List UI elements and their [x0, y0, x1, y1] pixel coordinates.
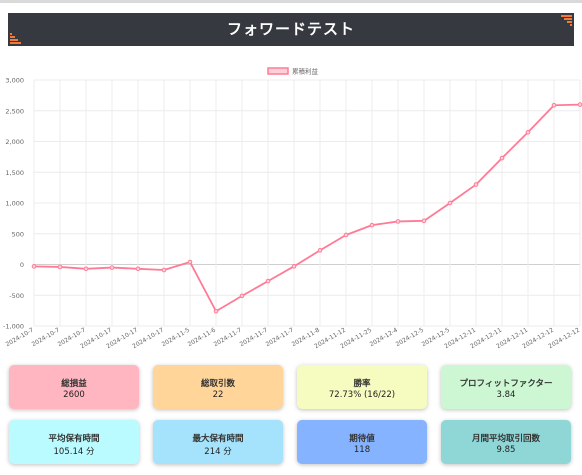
stat-value: 22: [212, 390, 224, 400]
stat-label: プロフィットファクター: [459, 379, 553, 389]
y-tick-label: -500: [9, 292, 24, 300]
x-tick-label: 2024-12-4: [369, 327, 400, 349]
data-point: [239, 293, 245, 299]
stat-card-total-profit: 総損益 2600: [9, 365, 139, 409]
stat-card-win-rate: 勝率 72.73% (16/22): [297, 365, 427, 409]
stat-card-total-trades: 総取引数 22: [153, 365, 283, 409]
legend-swatch: [267, 67, 289, 75]
stat-label: 月間平均取引回数: [471, 434, 540, 444]
data-point: [57, 264, 63, 270]
legend-label: 累積利益: [292, 67, 319, 76]
y-tick-label: 1,000: [5, 200, 24, 208]
stat-value: 2600: [63, 390, 85, 400]
data-point: [577, 102, 582, 107]
top-border: [0, 0, 582, 3]
page-header: フォワードテスト: [8, 13, 574, 46]
line-chart-svg: -1,000 -500 0 500 1,000 1,500 2,000 2,500 3,000 2…: [3, 67, 582, 350]
profit-chart: -1,000 -500 0 500 1,000 1,500 2,000 2,500 3,000 2…: [0, 60, 582, 355]
stat-card-max-holding-time: 最大保有時間 214 分: [153, 420, 283, 464]
x-tick-label: 2024-12-5: [395, 327, 426, 349]
y-tick-label: -1,000: [3, 323, 24, 331]
data-point: [421, 218, 427, 224]
corner-stripes-icon: [10, 33, 21, 44]
data-point: [109, 265, 115, 270]
data-point: [291, 264, 297, 269]
data-point: [395, 219, 401, 224]
y-tick-label: 0: [20, 261, 24, 269]
stat-value: 72.73% (16/22): [328, 390, 396, 400]
stat-label: 平均保有時間: [48, 434, 100, 444]
data-point: [187, 259, 193, 265]
data-point: [551, 102, 557, 108]
data-point: [447, 200, 453, 206]
corner-stripes-icon: [561, 15, 572, 26]
data-point: [343, 232, 349, 238]
x-tick-label: 2024-11-7: [265, 327, 296, 349]
y-tick-label: 3,000: [5, 77, 24, 85]
stat-card-expected-value: 期待値 118: [297, 420, 427, 464]
stat-card-avg-holding-time: 平均保有時間 105.14 分: [9, 420, 139, 464]
stat-card-profit-factor: プロフィットファクター 3.84: [441, 365, 571, 409]
stat-label: 最大保有時間: [192, 434, 244, 444]
x-tick-label: 2024-11-5: [161, 327, 192, 349]
data-point: [213, 308, 219, 314]
data-point: [473, 182, 479, 187]
stat-card-monthly-avg-trades: 月間平均取引回数 9.85: [441, 420, 571, 464]
stat-value: 3.84: [496, 390, 516, 400]
data-point: [525, 129, 531, 135]
y-tick-label: 2,000: [5, 138, 24, 146]
data-point: [31, 264, 37, 269]
stat-label: 期待値: [349, 434, 375, 444]
y-tick-label: 2,500: [5, 107, 24, 115]
x-tick-label: 2024-11-7: [213, 327, 244, 349]
x-tick-label: 2024-10-7: [31, 327, 62, 349]
y-tick-label: 1,500: [5, 169, 24, 177]
x-tick-label: 2024-11-6: [187, 327, 218, 349]
data-point: [265, 278, 271, 284]
stat-value: 9.85: [496, 445, 516, 455]
series-line: [33, 103, 581, 313]
data-point: [135, 266, 141, 272]
page-title: フォワードテスト: [226, 20, 355, 38]
data-point: [499, 155, 505, 161]
data-point: [161, 267, 167, 273]
stat-label: 総取引数: [200, 379, 235, 389]
stat-value: 118: [353, 445, 371, 455]
data-point: [369, 222, 375, 228]
stat-label: 総損益: [61, 379, 87, 389]
data-point: [317, 248, 323, 253]
stat-value: 105.14 分: [53, 447, 95, 457]
y-tick-label: 500: [12, 230, 24, 238]
stat-label: 勝率: [353, 379, 371, 389]
x-tick-label: 2024-11-7: [239, 327, 270, 349]
stat-value: 214 分: [204, 447, 232, 457]
data-point: [83, 266, 89, 272]
